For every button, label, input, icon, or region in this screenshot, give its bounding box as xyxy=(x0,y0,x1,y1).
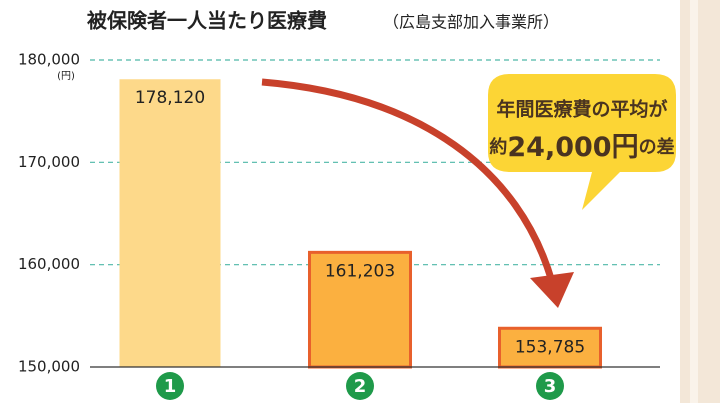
y-unit: (円) xyxy=(57,71,75,82)
callout-line2: 約24,000円の差 xyxy=(489,132,674,163)
callout-part: 約 xyxy=(489,136,507,158)
category-badge xyxy=(346,372,374,400)
value-label: 178,120 xyxy=(135,88,205,108)
x-tick-label: 3 xyxy=(544,376,557,397)
side-panel xyxy=(680,0,720,403)
bar xyxy=(498,326,602,369)
bar xyxy=(119,79,221,367)
chart-subtitle: （広島支部加入事業所） xyxy=(383,13,559,32)
y-tick-label: 170,000 xyxy=(18,153,80,171)
bar xyxy=(308,250,412,369)
value-label: 161,203 xyxy=(325,261,395,281)
bars: 178,120 1 161,203 2 153,785 3 xyxy=(119,79,602,400)
arrow-head xyxy=(530,272,574,308)
value-label: 153,785 xyxy=(515,337,585,357)
side-stripe xyxy=(690,0,698,403)
x-tick-label: 1 xyxy=(164,376,177,397)
category-badge xyxy=(156,372,184,400)
x-tick-label: 2 xyxy=(354,376,367,397)
arrow xyxy=(261,78,556,283)
callout-part: 24,000円 xyxy=(507,132,638,163)
callout-bubble xyxy=(488,74,676,210)
y-tick-label: 160,000 xyxy=(18,255,80,273)
category-badge xyxy=(536,372,564,400)
y-tick-label: 150,000 xyxy=(18,358,80,376)
callout-part: の差 xyxy=(639,136,675,158)
chart-title: 被保険者一人当たり医療費 xyxy=(87,9,327,33)
y-tick-label: 180,000 xyxy=(18,51,80,69)
callout-line1: 年間医療費の平均が xyxy=(496,98,667,121)
